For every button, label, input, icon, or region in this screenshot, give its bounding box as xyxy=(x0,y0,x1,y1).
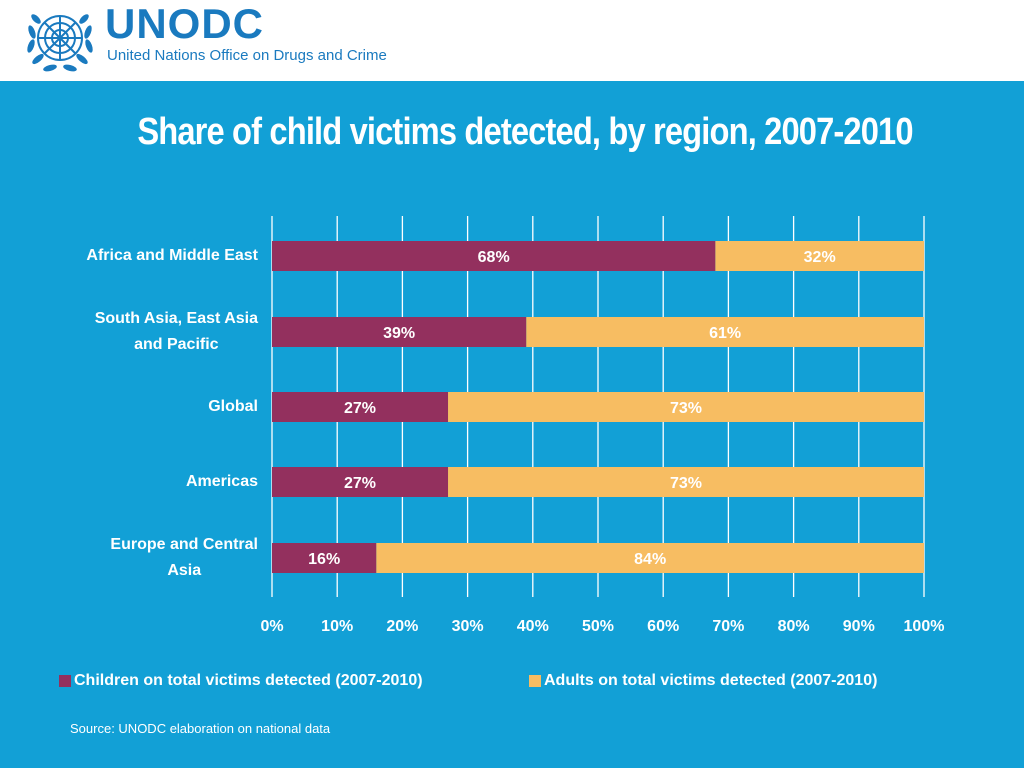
legend-swatch-children xyxy=(59,675,71,687)
x-tick-label: 20% xyxy=(386,618,418,635)
bar-children xyxy=(272,241,716,271)
bar-children xyxy=(272,317,527,347)
category-label-line: Global xyxy=(208,398,258,415)
category-label-line: Asia xyxy=(167,562,202,579)
data-label: 16% xyxy=(308,551,340,568)
logo-subtitle: United Nations Office on Drugs and Crime xyxy=(107,47,387,64)
category-label-line: South Asia, East Asia xyxy=(94,310,258,327)
category-label: Americas xyxy=(186,469,258,495)
bar-adults xyxy=(448,392,924,422)
category-label-line: Europe and Central xyxy=(110,536,258,553)
legend-label-adults: Adults on total victims detected (2007-2… xyxy=(544,672,878,689)
x-tick-label: 100% xyxy=(904,618,945,635)
data-label: 39% xyxy=(383,325,415,342)
category-label-line: Africa and Middle East xyxy=(86,247,258,264)
x-tick-label: 10% xyxy=(321,618,353,635)
category-label-line: Americas xyxy=(185,473,258,490)
data-label: 68% xyxy=(478,249,510,266)
bar-adults xyxy=(715,241,924,271)
bar-children xyxy=(272,543,377,573)
legend: Children on total victims detected (2007… xyxy=(0,672,1024,694)
data-label: 61% xyxy=(709,325,741,342)
category-label: South Asia, East Asia and Pacific xyxy=(95,306,258,358)
data-label: 73% xyxy=(670,475,702,492)
bar-adults xyxy=(526,317,924,347)
x-tick-label: 0% xyxy=(260,618,283,635)
data-label: 27% xyxy=(344,475,376,492)
x-tick-label: 90% xyxy=(843,618,875,635)
x-tick-label: 50% xyxy=(582,618,614,635)
legend-item-children: Children on total victims detected (2007… xyxy=(59,672,423,690)
chart-panel xyxy=(0,81,1024,768)
data-label: 27% xyxy=(344,400,376,417)
legend-label-children: Children on total victims detected (2007… xyxy=(74,672,423,689)
chart-title: Share of child victims detected, by regi… xyxy=(137,111,913,153)
source-note: Source: UNODC elaboration on national da… xyxy=(70,721,331,736)
category-label: Global xyxy=(208,394,258,420)
legend-item-adults: Adults on total victims detected (2007-2… xyxy=(529,672,877,690)
x-tick-label: 70% xyxy=(712,618,744,635)
data-label: 32% xyxy=(804,249,836,266)
header: UNODC United Nations Office on Drugs and… xyxy=(0,0,1024,81)
bar-adults xyxy=(376,543,924,573)
category-label: Europe and Central Asia xyxy=(110,532,258,584)
bar-children xyxy=(272,467,449,497)
data-label: 73% xyxy=(670,400,702,417)
category-label: Africa and Middle East xyxy=(86,243,258,269)
x-tick-label: 60% xyxy=(647,618,679,635)
x-tick-label: 40% xyxy=(517,618,549,635)
un-emblem-icon xyxy=(27,14,93,72)
bar-children xyxy=(272,392,449,422)
logo-title: UNODC xyxy=(105,0,264,47)
bar-adults xyxy=(448,467,924,497)
x-tick-label: 30% xyxy=(452,618,484,635)
data-label: 84% xyxy=(634,551,666,568)
x-tick-label: 80% xyxy=(778,618,810,635)
legend-swatch-adults xyxy=(529,675,541,687)
category-label-line: and Pacific xyxy=(134,336,219,353)
